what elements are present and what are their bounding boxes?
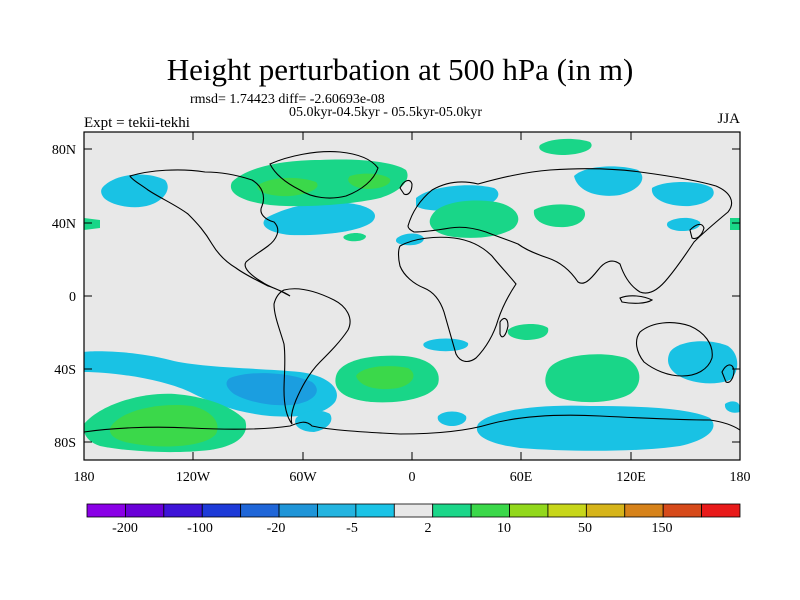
anomaly-blue-south-atlantic-small (423, 338, 469, 352)
coast-uk (399, 179, 413, 196)
x-tick-label: 180 (730, 470, 751, 485)
y-tick-label: 0 (69, 290, 76, 305)
colorbar-swatch (470, 503, 510, 518)
subtitle-period: 05.0kyr-04.5kyr - 05.5kyr-05.0kyr (289, 105, 483, 120)
colorbar-swatch (432, 503, 472, 518)
colorbar-swatch (585, 503, 626, 518)
x-tick-label: 0 (409, 470, 416, 485)
colorbar-label: -5 (346, 521, 358, 536)
colorbar-label: 150 (652, 521, 673, 536)
coast-eurasia (407, 168, 733, 294)
anomaly-green-south-atlantic-small (507, 324, 549, 340)
colorbar-swatch (240, 503, 280, 518)
anomaly-green-indian-ocean (545, 354, 640, 403)
anomaly-blue-atlantic-small (395, 233, 424, 246)
anomaly-blue-siberia (574, 166, 643, 196)
x-tick-label: 120E (616, 470, 646, 485)
colorbar-swatch (509, 503, 549, 518)
subtitle-stats: rmsd= 1.74423 diff= -2.60693e-08 (190, 92, 385, 107)
coast-antarctica (84, 414, 740, 435)
experiment-label: Expt = tekii-tekhi (84, 115, 190, 131)
anomaly-green-pacific-edge-right (730, 218, 740, 230)
anomaly-midblue-south-pacific-core (226, 373, 317, 406)
coast-africa (397, 236, 517, 363)
colorbar-swatch (701, 503, 741, 518)
colorbar-swatch (624, 503, 664, 518)
colorbar-swatch (201, 503, 242, 518)
colorbar-swatch (163, 503, 203, 518)
plot-title: Height perturbation at 500 hPa (in m) (166, 52, 634, 87)
colorbar-swatch (547, 503, 587, 518)
anomaly-green-mediterranean (429, 200, 519, 238)
y-tick-label: 40N (52, 217, 76, 232)
colorbar-label: 50 (578, 521, 592, 536)
coast-north-america (129, 169, 291, 297)
colorbar (86, 503, 741, 518)
coast-indonesia (619, 295, 654, 304)
coast-australia (635, 322, 713, 377)
anomaly-midgreen-south-pacific-core (109, 404, 218, 447)
x-tick-label: 120W (176, 470, 211, 485)
colorbar-swatch (125, 503, 165, 518)
map-panel (84, 132, 740, 460)
coast-south-america (273, 288, 351, 425)
anomaly-green-pacific-edge (84, 218, 100, 230)
anomaly-blue-north-pacific (651, 182, 714, 207)
coast-japan (689, 223, 705, 240)
anomaly-blue-north-america (263, 202, 375, 236)
colorbar-label: -200 (112, 521, 138, 536)
anomaly-blue-southern-ocean (476, 405, 714, 451)
x-tick-label: 60E (510, 470, 533, 485)
y-axis: 80N 40N 0 40S 80S (52, 143, 740, 451)
colorbar-swatch (393, 503, 434, 518)
colorbar-swatch (278, 503, 318, 518)
season-label: JJA (717, 111, 740, 127)
coast-greenland (269, 151, 379, 199)
colorbar-label: -100 (187, 521, 213, 536)
coast-new-zealand (721, 364, 735, 383)
colorbar-label: 10 (497, 521, 511, 536)
anomaly-midgreen-south-atlantic-core (356, 366, 414, 390)
colorbar-labels: -200 -100 -20 -5 2 10 50 150 (112, 521, 672, 536)
colorbar-swatch (355, 503, 395, 518)
y-tick-label: 80N (52, 143, 76, 158)
anomaly-green-atlantic-small (343, 233, 366, 242)
x-axis: 180 120W 60W 0 60E 120E 180 (74, 132, 751, 485)
colorbar-label: 2 (425, 521, 432, 536)
x-tick-label: 60W (289, 470, 317, 485)
coast-madagascar (499, 317, 509, 338)
y-tick-label: 80S (54, 436, 76, 451)
anomaly-green-caspian (533, 204, 586, 228)
anomaly-green-arctic (539, 138, 592, 155)
anomaly-blue-southern-ocean-small2 (724, 401, 740, 413)
colorbar-swatch (317, 503, 357, 518)
anomaly-blue-australia-east (668, 341, 738, 384)
colorbar-swatch (86, 503, 126, 518)
anomaly-blue-scotia (295, 410, 332, 432)
colorbar-swatch (662, 503, 702, 518)
coastlines (84, 151, 740, 435)
colorbar-label: -20 (267, 521, 286, 536)
y-tick-label: 40S (54, 363, 76, 378)
anomaly-blue-pacific-north (101, 174, 168, 208)
x-tick-label: 180 (74, 470, 95, 485)
anomaly-blue-southern-ocean-small (437, 411, 467, 426)
